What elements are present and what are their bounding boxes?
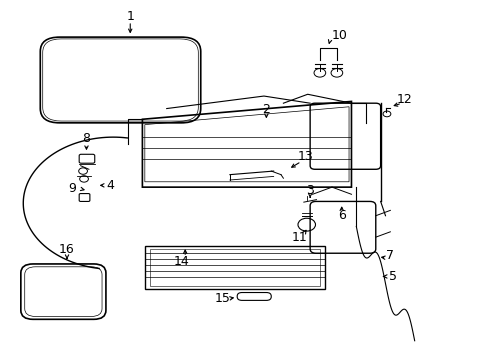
Text: 1: 1: [126, 10, 134, 23]
Text: 13: 13: [297, 150, 312, 163]
Text: 12: 12: [396, 93, 412, 106]
Text: 7: 7: [386, 248, 393, 261]
Text: 9: 9: [68, 183, 76, 195]
Text: 10: 10: [331, 29, 346, 42]
Text: 3: 3: [305, 184, 313, 197]
Text: 14: 14: [173, 255, 189, 268]
Text: 8: 8: [82, 132, 90, 145]
Text: 16: 16: [59, 243, 75, 256]
Text: 4: 4: [107, 179, 115, 192]
Text: 6: 6: [337, 209, 345, 222]
Text: 2: 2: [262, 103, 270, 116]
Text: 15: 15: [214, 292, 230, 305]
Text: 11: 11: [291, 231, 306, 244]
Text: 5: 5: [388, 270, 396, 283]
